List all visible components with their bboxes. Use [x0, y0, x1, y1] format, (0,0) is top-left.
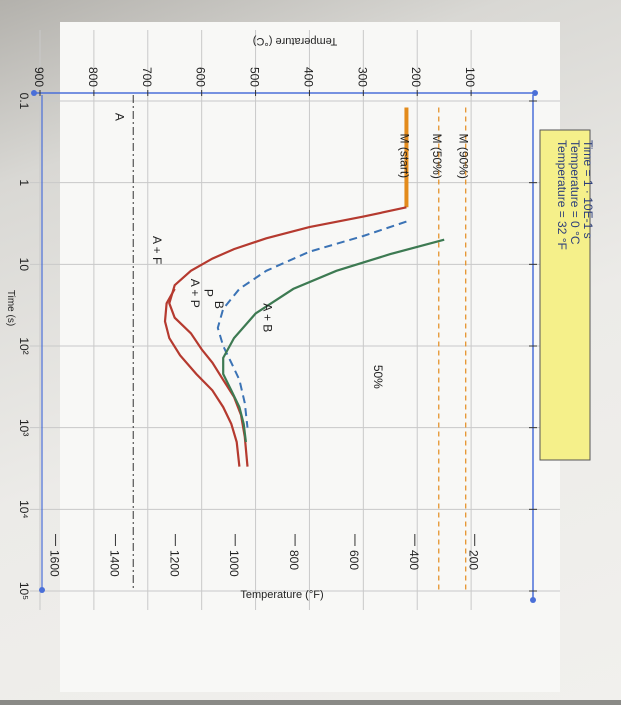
tick-label-temp-f: 1200: [167, 550, 181, 577]
annotation-label: A: [112, 113, 126, 121]
tick-label-temp-f: 600: [347, 550, 361, 570]
martensite-label: M (50%): [430, 133, 444, 178]
plot-paper: [60, 22, 560, 692]
tick-label-temp-f: 800: [287, 550, 301, 570]
tick-label-temp-c: 500: [248, 67, 262, 87]
tick-label-temp-f: 200: [467, 550, 481, 570]
tick-label-time: 10³: [17, 419, 31, 436]
annotation-label: B: [212, 301, 226, 309]
tick-label-temp-c: 400: [301, 67, 315, 87]
tick-label-temp-c: 600: [194, 67, 208, 87]
annotation-label: A + F: [150, 236, 164, 264]
axis-end-marker: [530, 597, 536, 603]
martensite-label: M (90%): [457, 133, 471, 178]
annotations: A A + F A + P PB A + B 50%: [112, 113, 385, 389]
tick-label-time: 10⁴: [17, 500, 31, 519]
axis-end-marker: [31, 90, 37, 96]
tick-label-temp-f: 1000: [227, 550, 241, 577]
readout-time: Time = 1 · 10E-1 s: [581, 140, 595, 239]
tick-label-time: 10⁵: [17, 582, 31, 600]
annotation-label: A + P: [188, 279, 202, 308]
tick-label-time: 10²: [17, 337, 31, 354]
martensite-lines: M (start) M (50%) M (90%): [397, 107, 471, 591]
martensite-label: M (start): [397, 133, 411, 178]
tick-label-time: 1: [17, 179, 31, 186]
tick-label-temp-c: 800: [86, 67, 100, 87]
tick-label-temp-c: 100: [463, 67, 477, 87]
curve-b: [222, 238, 445, 443]
tick-label-time: 10: [17, 258, 31, 272]
tick-label-temp-f: 400: [407, 550, 421, 570]
gridlines: [30, 30, 560, 610]
readout-box-bg: [539, 129, 591, 461]
tick-label-temp-c: 300: [355, 67, 369, 87]
axis-label-temp-c: Temperature (°C): [253, 35, 337, 47]
annotation-label: 50%: [371, 365, 385, 389]
curve-finish: [163, 288, 241, 467]
curves: [163, 206, 445, 467]
axis-label-temp-f: Temperature (°F): [240, 589, 323, 601]
axes: 100 200 300 400 500 600 700 800 900 Temperature (…: [5, 35, 538, 603]
axis-label-time: Time (s): [5, 290, 16, 326]
tick-label-temp-c: 700: [140, 67, 154, 87]
tick-label-temp-c: 900: [32, 67, 46, 87]
annotation-label: P: [201, 289, 215, 297]
readout-temp-c: Temperature = 0 °C: [568, 140, 582, 245]
annotation-label: A + B: [261, 303, 275, 332]
curve-50-: [216, 220, 407, 428]
axis-end-marker: [532, 90, 538, 96]
axis-end-marker: [39, 587, 45, 593]
tick-label-time: 0.1: [17, 93, 31, 110]
tick-label-temp-f: 1600: [48, 550, 62, 577]
tick-label-temp-f: 1400: [107, 550, 121, 577]
readout-temp-f: Temperature = 32 °F: [555, 140, 569, 250]
tick-label-temp-c: 200: [409, 67, 423, 87]
